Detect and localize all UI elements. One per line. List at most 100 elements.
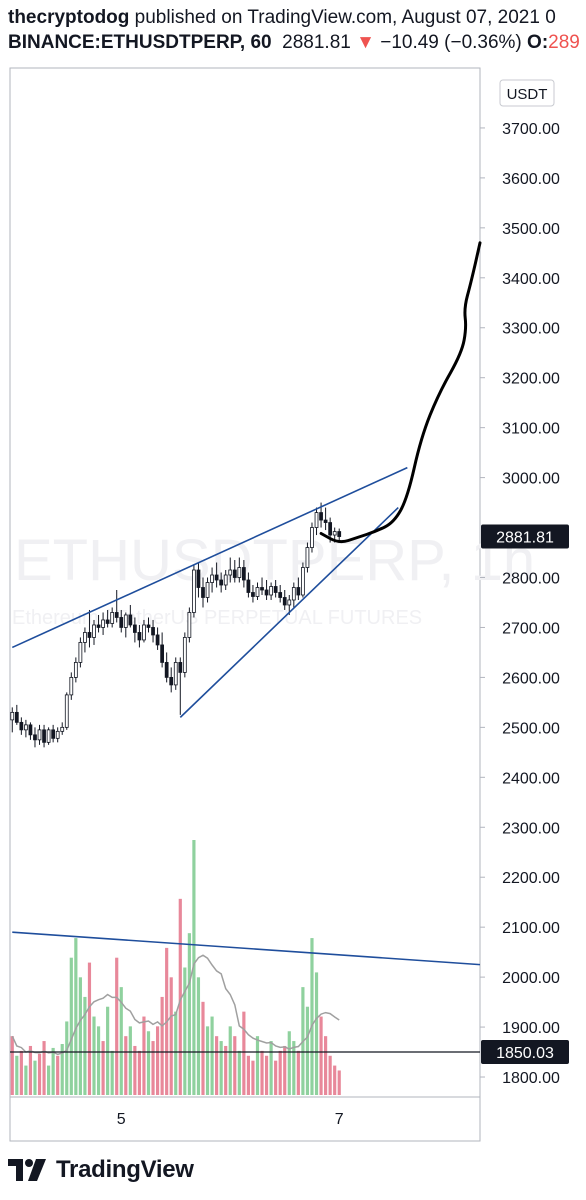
axis-labels-layer: USDT 2881.81 1850.03 [481, 79, 569, 1065]
currency-badge-label: USDT [507, 86, 548, 103]
volume-bar [210, 1016, 214, 1095]
candle-body [51, 729, 56, 739]
candle-body [55, 730, 60, 739]
candle-body [110, 612, 115, 624]
chart-header: thecryptodog published on TradingView.co… [8, 6, 586, 56]
candle-body [128, 614, 133, 626]
candle-body [42, 729, 46, 743]
volume-bar [292, 1041, 296, 1095]
volume-bar [92, 1016, 96, 1095]
candle-body [96, 624, 101, 628]
candle-body [133, 624, 137, 633]
candle-body [151, 627, 155, 636]
volume-bar [174, 1011, 178, 1095]
candle-body [246, 579, 251, 593]
volume-bar [151, 1041, 155, 1095]
last-price: 2881.81 [282, 32, 351, 53]
volume-bar [96, 1026, 101, 1095]
volume-bar [47, 1065, 51, 1095]
candle-body [105, 619, 110, 624]
candle-body [196, 569, 201, 588]
candle-body [114, 612, 119, 618]
candle-body [296, 587, 301, 596]
trendline-volume-line [12, 931, 481, 966]
volume-ma-tag-label: 1850.03 [496, 1045, 554, 1062]
candle-body [237, 567, 242, 578]
y-tick-label: 3700.00 [502, 121, 560, 138]
volume-bar [237, 1050, 241, 1095]
candle-body [314, 512, 319, 528]
volume-bar [160, 996, 164, 1095]
trendline-lower-wedge [179, 506, 399, 718]
candle-body [241, 567, 246, 581]
volume-bar [42, 1041, 46, 1095]
volume-bar [219, 1041, 223, 1095]
volume-bar [242, 1011, 246, 1095]
y-tick-label: 2600.00 [502, 670, 560, 687]
change-arrow-icon: ▼ [356, 32, 375, 53]
volume-bar [10, 1036, 14, 1095]
symbol-label: BINANCE:ETHUSDTPERP, 60 [8, 32, 272, 53]
candle-body [14, 711, 19, 723]
volume-bar [65, 1021, 69, 1095]
candle-body [214, 574, 219, 581]
candle-body [10, 711, 15, 721]
watermark-symbol: ETHUSDTPERP, 1h [14, 528, 535, 593]
volume-bar [201, 1001, 205, 1095]
volume-ma-line [11, 954, 340, 1056]
candle-body [232, 569, 237, 578]
candle-body [187, 612, 192, 638]
volume-bar [205, 1026, 210, 1095]
candle-body [328, 522, 333, 536]
last-price-tag-bg [481, 524, 569, 549]
candle-body [273, 586, 278, 593]
volume-bar [178, 898, 182, 1095]
volume-bar [128, 1026, 132, 1095]
candle-body [19, 721, 24, 731]
currency-badge[interactable] [499, 79, 555, 107]
volume-ma-tag: 1850.03 [481, 1040, 569, 1065]
candle-body [228, 569, 233, 576]
candle-body [37, 729, 42, 741]
volume-bar [106, 1006, 110, 1095]
candle-body [28, 724, 33, 736]
volume-bar [124, 1036, 128, 1095]
candle-body [291, 587, 296, 601]
candle-body [137, 632, 142, 641]
open-value: 289 [548, 32, 580, 53]
volume-bar [87, 962, 92, 1095]
x-tick-label: 5 [117, 1111, 126, 1128]
y-tick-label: 2100.00 [502, 920, 560, 937]
watermark-description: Ethereum / TetherUS PERPETUAL FUTURES [12, 607, 422, 629]
candle-body [223, 574, 228, 586]
volume-bar [328, 1055, 332, 1095]
volume-bar [228, 1026, 232, 1095]
volume-bar [283, 1045, 287, 1095]
volume-bar [269, 1041, 273, 1095]
volume-ma-tag-bg [481, 1040, 569, 1065]
candle-body [310, 527, 314, 548]
tradingview-logo-icon[interactable] [8, 1159, 48, 1181]
candle-body [33, 734, 37, 741]
volume-bar [15, 1055, 19, 1095]
volume-bar [101, 1041, 105, 1095]
volume-bar [33, 1060, 37, 1095]
volume-bar [246, 1055, 250, 1095]
candle-body [169, 677, 174, 686]
price-axis[interactable]: 3700.00 3600.00 3500.00 3400.00 3300.00 3200.… [480, 121, 560, 1087]
author-name[interactable]: thecryptodog [8, 7, 130, 28]
drawings-layer [10, 241, 482, 1053]
volume-bar [51, 1047, 55, 1095]
candle-body [219, 579, 224, 586]
footer-brand[interactable]: TradingView [56, 1156, 194, 1183]
candle-body [332, 531, 337, 536]
footer: TradingView [8, 1156, 194, 1184]
candle-body [173, 662, 178, 686]
candle-body [278, 592, 283, 598]
price-change: −10.49 (−0.36%) [380, 32, 522, 53]
volume-bar [264, 1055, 269, 1095]
y-tick-label: 3000.00 [502, 471, 560, 488]
candle-body [119, 617, 124, 628]
